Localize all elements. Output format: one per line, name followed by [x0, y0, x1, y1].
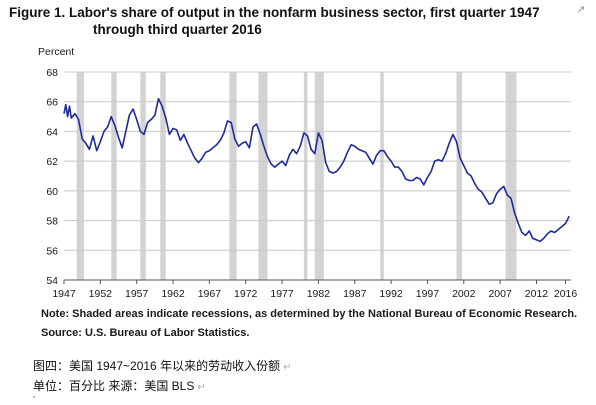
x-tick-label: 1997: [416, 288, 440, 300]
grid-layer: [64, 71, 571, 251]
line-chart: Percent 54 56 58 60 62 64 66 68 1947 1952 1957 196…: [38, 46, 577, 300]
recession-band: [111, 72, 117, 280]
x-tick-label: 1957: [125, 288, 149, 300]
x-tick-label: 1962: [161, 288, 185, 300]
x-tick-label: 1952: [89, 288, 113, 300]
recession-shading-layer: [76, 72, 517, 280]
chart-title-line1: Figure 1. Labor's share of output in the…: [9, 5, 540, 20]
recession-band: [160, 72, 166, 280]
x-tick-label: 2016: [554, 288, 578, 300]
y-tick-label: 56: [46, 245, 58, 257]
x-tick-label: 1977: [270, 288, 294, 300]
chart-note: Note: Shaded areas indicate recessions, …: [41, 308, 578, 320]
x-tick-label: 1992: [379, 288, 403, 300]
x-tick-label: 1972: [234, 288, 258, 300]
recession-band: [140, 72, 146, 280]
x-tick-label: 1982: [307, 288, 331, 300]
paragraph-mark-icon: ↵: [197, 382, 206, 393]
recession-band: [229, 72, 237, 280]
y-tick-labels: 54 56 58 60 62 64 66 68: [46, 67, 58, 287]
caption-unit-source: 单位：百分比 来源：美国 BLS ↵: [33, 377, 206, 394]
y-axis-label: Percent: [38, 46, 74, 58]
cursor-dot: [33, 396, 35, 398]
caption-title: 图四：美国 1947~2016 年以来的劳动收入份额 ↵: [33, 357, 291, 374]
x-tick-label: 2002: [452, 288, 476, 300]
paragraph-mark-icon: ↵: [283, 362, 292, 373]
y-tick-label: 62: [46, 156, 58, 168]
corner-mark-icon: ↗: [576, 4, 586, 16]
y-tick-label: 54: [46, 275, 58, 287]
labor-share-line: [63, 97, 570, 243]
series-layer: [63, 97, 570, 243]
recession-band: [505, 72, 517, 280]
chart-title: Figure 1. Labor's share of output in the…: [9, 4, 579, 38]
x-tick-labels: 1947 1952 1957 1962 1967 1972 1977 1982 1987 1992…: [52, 288, 577, 300]
caption-title-text: 图四：美国 1947~2016 年以来的劳动收入份额: [33, 359, 281, 373]
recession-band: [303, 72, 308, 280]
y-tick-label: 66: [46, 97, 58, 109]
x-tick-label: 2007: [488, 288, 512, 300]
recession-band: [314, 72, 324, 280]
y-tick-label: 64: [46, 126, 58, 138]
y-tick-label: 60: [46, 186, 58, 198]
x-tick-label: 1967: [198, 288, 222, 300]
x-tick-label: 1987: [343, 288, 367, 300]
chart-source: Source: U.S. Bureau of Labor Statistics.: [41, 327, 250, 339]
x-tick-label: 2012: [525, 288, 549, 300]
axis-layer: [63, 279, 571, 284]
y-tick-label: 68: [46, 67, 58, 79]
caption-unit-source-text: 单位：百分比 来源：美国 BLS: [33, 379, 195, 393]
y-tick-label: 58: [46, 216, 58, 228]
recession-band: [380, 72, 384, 280]
x-tick-label: 1947: [52, 288, 76, 300]
recession-band: [258, 72, 268, 280]
recession-band: [76, 72, 84, 280]
recession-band: [456, 72, 462, 280]
chart-title-line2: through third quarter 2016: [93, 22, 262, 37]
